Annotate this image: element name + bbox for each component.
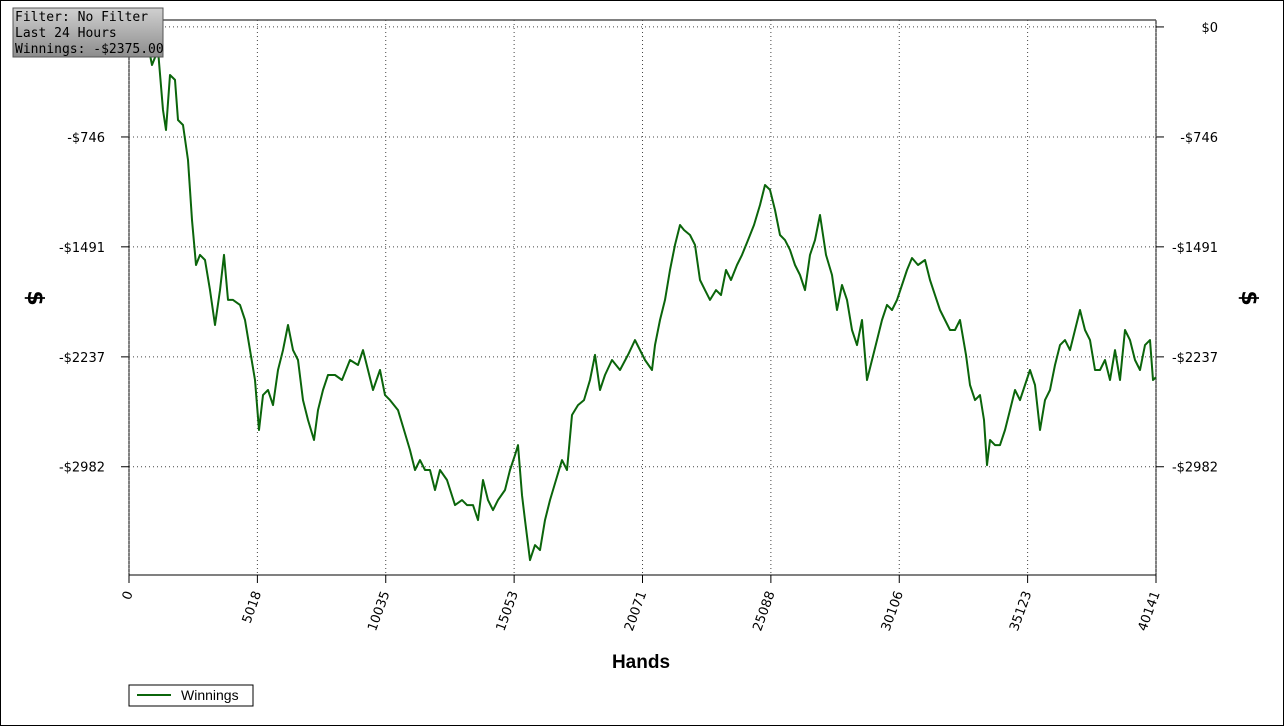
y2-tick-label: -$1491 <box>1172 241 1218 256</box>
info-text: Filter: No Filter <box>15 10 148 25</box>
y2-tick-label: -$2237 <box>1172 351 1218 366</box>
y2-tick-label: -$746 <box>1180 131 1218 146</box>
info-box <box>12 7 164 58</box>
legend-label: Winnings <box>181 687 239 703</box>
y2-axis-label: $ <box>1236 290 1261 305</box>
y-axis-label: $ <box>22 290 47 305</box>
legend-box <box>128 684 254 707</box>
data-line <box>147 44 1157 562</box>
y-tick-label: -$1491 <box>59 241 105 256</box>
info-text: Winnings: -$2375.00 <box>15 42 164 57</box>
y2-tick-label: -$2982 <box>1172 461 1218 476</box>
y-tick-label: -$2237 <box>59 351 105 366</box>
y2-tick-label: $0 <box>1201 21 1218 36</box>
y-tick-label: -$2982 <box>59 461 105 476</box>
x-axis-label: Hands <box>612 652 670 673</box>
info-text: Last 24 Hours <box>15 26 117 41</box>
y-tick-label: -$746 <box>67 131 105 146</box>
